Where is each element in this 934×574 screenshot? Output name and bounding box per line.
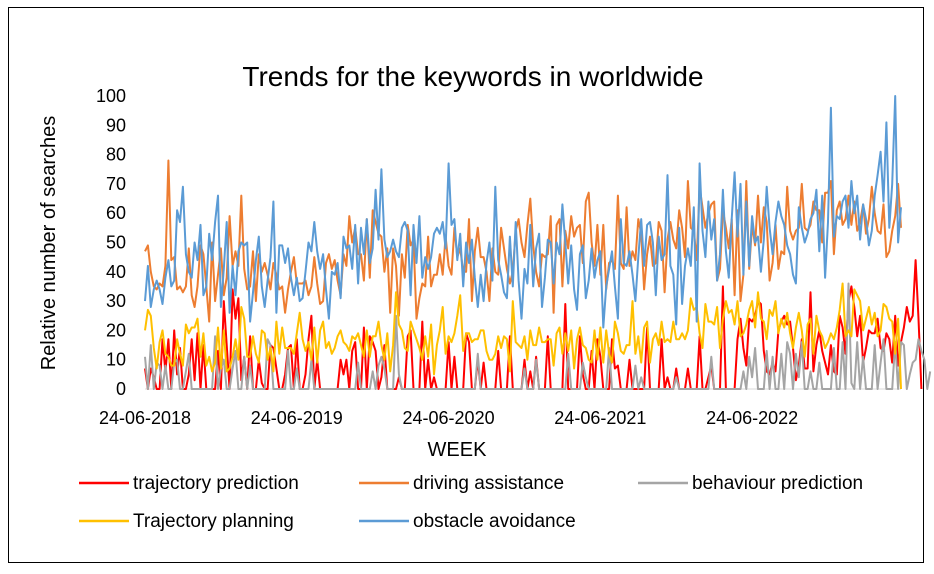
series-line-behaviour-prediction [144,282,932,390]
y-tick-label: 50 [106,233,126,253]
y-axis-ticks: 0 10 20 30 40 50 60 70 80 90 100 [96,86,126,399]
legend-label-trajectory-prediction: trajectory prediction [133,473,299,494]
y-tick-label: 20 [106,320,126,340]
y-tick-label: 80 [106,145,126,165]
y-tick-label: 40 [106,262,126,282]
legend-label-driving-assistance: driving assistance [413,473,564,494]
plot-area [144,95,932,390]
x-tick-label: 24-06-2021 [554,408,646,428]
series-line-trajectory-planning [144,282,902,390]
chart-title: Trends for the keywords in worldwide [242,61,703,92]
series-line-obstacle-avoidance [144,95,902,329]
x-axis-ticks: 24-06-2018 24-06-2019 24-06-2020 24-06-2021… [99,388,901,428]
y-tick-label: 10 [106,350,126,370]
y-tick-label: 30 [106,291,126,311]
x-tick-label: 24-06-2022 [706,408,798,428]
legend-label-behaviour-prediction: behaviour prediction [692,473,863,494]
legend-label-obstacle-avoidance: obstacle avoidance [413,511,576,532]
y-tick-label: 90 [106,115,126,135]
y-axis-label: Relative number of searches [38,116,60,371]
legend: trajectory prediction driving assistance b… [79,473,863,532]
y-tick-label: 60 [106,203,126,223]
x-tick-label: 24-06-2020 [403,408,495,428]
x-tick-label: 24-06-2019 [251,408,343,428]
legend-label-trajectory-planning: Trajectory planning [133,511,294,532]
y-tick-label: 100 [96,86,126,106]
y-tick-label: 70 [106,174,126,194]
x-axis-label: WEEK [428,439,488,461]
x-tick-label: 24-06-2018 [99,408,191,428]
y-tick-label: 0 [116,379,126,399]
